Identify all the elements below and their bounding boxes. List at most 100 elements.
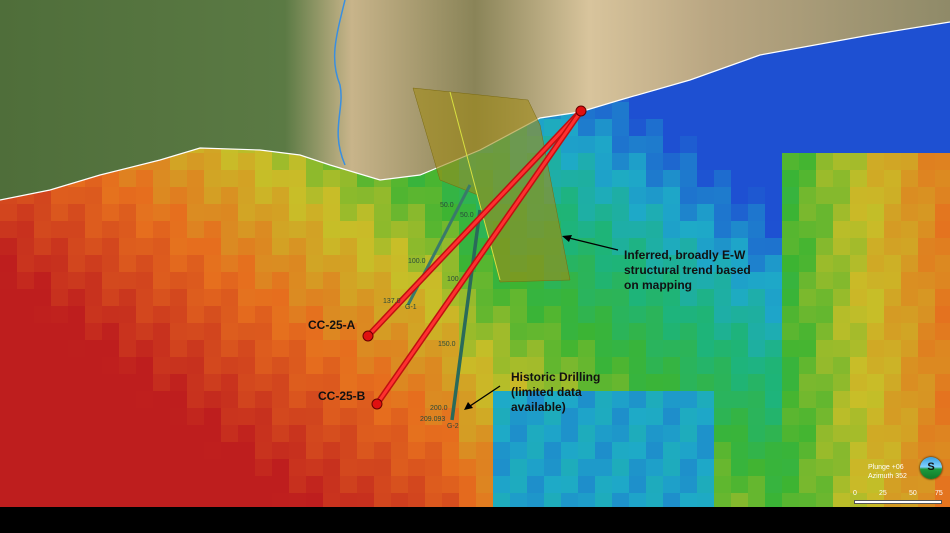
block-cell xyxy=(153,459,170,476)
block-cell xyxy=(561,323,578,340)
block-cell xyxy=(748,255,765,272)
bottom-bar xyxy=(0,507,950,533)
block-cell xyxy=(0,357,17,374)
block-cell xyxy=(867,34,884,51)
block-cell xyxy=(595,204,612,221)
block-cell xyxy=(153,187,170,204)
block-cell xyxy=(680,442,697,459)
block-cell xyxy=(221,425,238,442)
block-cell xyxy=(799,306,816,323)
orientation-globe-icon[interactable]: S xyxy=(920,457,942,479)
block-cell xyxy=(255,323,272,340)
block-cell xyxy=(850,323,867,340)
block-cell xyxy=(612,153,629,170)
block-cell xyxy=(612,442,629,459)
block-cell xyxy=(357,493,374,510)
block-cell xyxy=(170,408,187,425)
block-cell xyxy=(867,85,884,102)
block-cell xyxy=(136,476,153,493)
g2-depth-label: 209.093 xyxy=(420,416,446,423)
block-cell xyxy=(918,170,935,187)
block-cell xyxy=(697,221,714,238)
block-cell xyxy=(901,51,918,68)
block-cell xyxy=(578,272,595,289)
block-cell xyxy=(170,357,187,374)
block-cell xyxy=(595,408,612,425)
block-cell xyxy=(782,272,799,289)
block-cell xyxy=(357,204,374,221)
block-cell xyxy=(323,493,340,510)
block-cell xyxy=(289,323,306,340)
block-cell xyxy=(782,51,799,68)
g2-depth-label: 50.0 xyxy=(460,212,474,219)
block-cell xyxy=(833,85,850,102)
block-cell xyxy=(357,374,374,391)
block-cell xyxy=(850,102,867,119)
block-cell xyxy=(714,476,731,493)
block-cell xyxy=(714,340,731,357)
block-cell xyxy=(119,289,136,306)
block-cell xyxy=(629,340,646,357)
block-cell xyxy=(425,272,442,289)
block-cell xyxy=(51,408,68,425)
block-cell xyxy=(646,425,663,442)
block-cell xyxy=(374,459,391,476)
block-cell xyxy=(799,476,816,493)
block-cell xyxy=(816,153,833,170)
block-cell xyxy=(323,357,340,374)
block-cell xyxy=(884,85,901,102)
block-cell xyxy=(408,238,425,255)
block-cell xyxy=(0,323,17,340)
block-cell xyxy=(357,255,374,272)
block-cell xyxy=(918,34,935,51)
block-cell xyxy=(731,119,748,136)
block-cell xyxy=(595,272,612,289)
block-cell xyxy=(425,187,442,204)
block-cell xyxy=(340,272,357,289)
block-cell xyxy=(170,187,187,204)
block-cell xyxy=(442,272,459,289)
block-cell xyxy=(442,187,459,204)
block-cell xyxy=(51,221,68,238)
block-cell xyxy=(765,119,782,136)
block-cell xyxy=(17,238,34,255)
block-cell xyxy=(867,476,884,493)
block-cell xyxy=(833,391,850,408)
block-cell xyxy=(765,493,782,510)
block-cell xyxy=(238,170,255,187)
block-cell xyxy=(136,238,153,255)
block-cell xyxy=(578,238,595,255)
block-cell xyxy=(833,68,850,85)
block-cell xyxy=(646,391,663,408)
block-cell xyxy=(646,170,663,187)
block-cell xyxy=(272,476,289,493)
block-cell xyxy=(714,136,731,153)
block-cell xyxy=(34,306,51,323)
block-cell xyxy=(119,323,136,340)
block-cell xyxy=(663,119,680,136)
block-cell xyxy=(306,306,323,323)
block-cell xyxy=(731,272,748,289)
block-cell xyxy=(187,255,204,272)
block-cell xyxy=(578,153,595,170)
block-cell xyxy=(323,391,340,408)
block-cell xyxy=(901,289,918,306)
block-cell xyxy=(782,255,799,272)
block-cell xyxy=(629,221,646,238)
block-cell xyxy=(782,340,799,357)
block-cell xyxy=(340,289,357,306)
block-cell xyxy=(901,255,918,272)
block-cell xyxy=(935,102,950,119)
block-cell xyxy=(697,459,714,476)
block-cell xyxy=(578,476,595,493)
block-cell xyxy=(663,102,680,119)
block-cell xyxy=(221,323,238,340)
block-cell xyxy=(493,425,510,442)
block-cell xyxy=(646,476,663,493)
block-cell xyxy=(425,476,442,493)
block-cell xyxy=(187,476,204,493)
scale-tick: 25 xyxy=(879,490,887,497)
block-cell xyxy=(119,255,136,272)
block-cell xyxy=(816,391,833,408)
